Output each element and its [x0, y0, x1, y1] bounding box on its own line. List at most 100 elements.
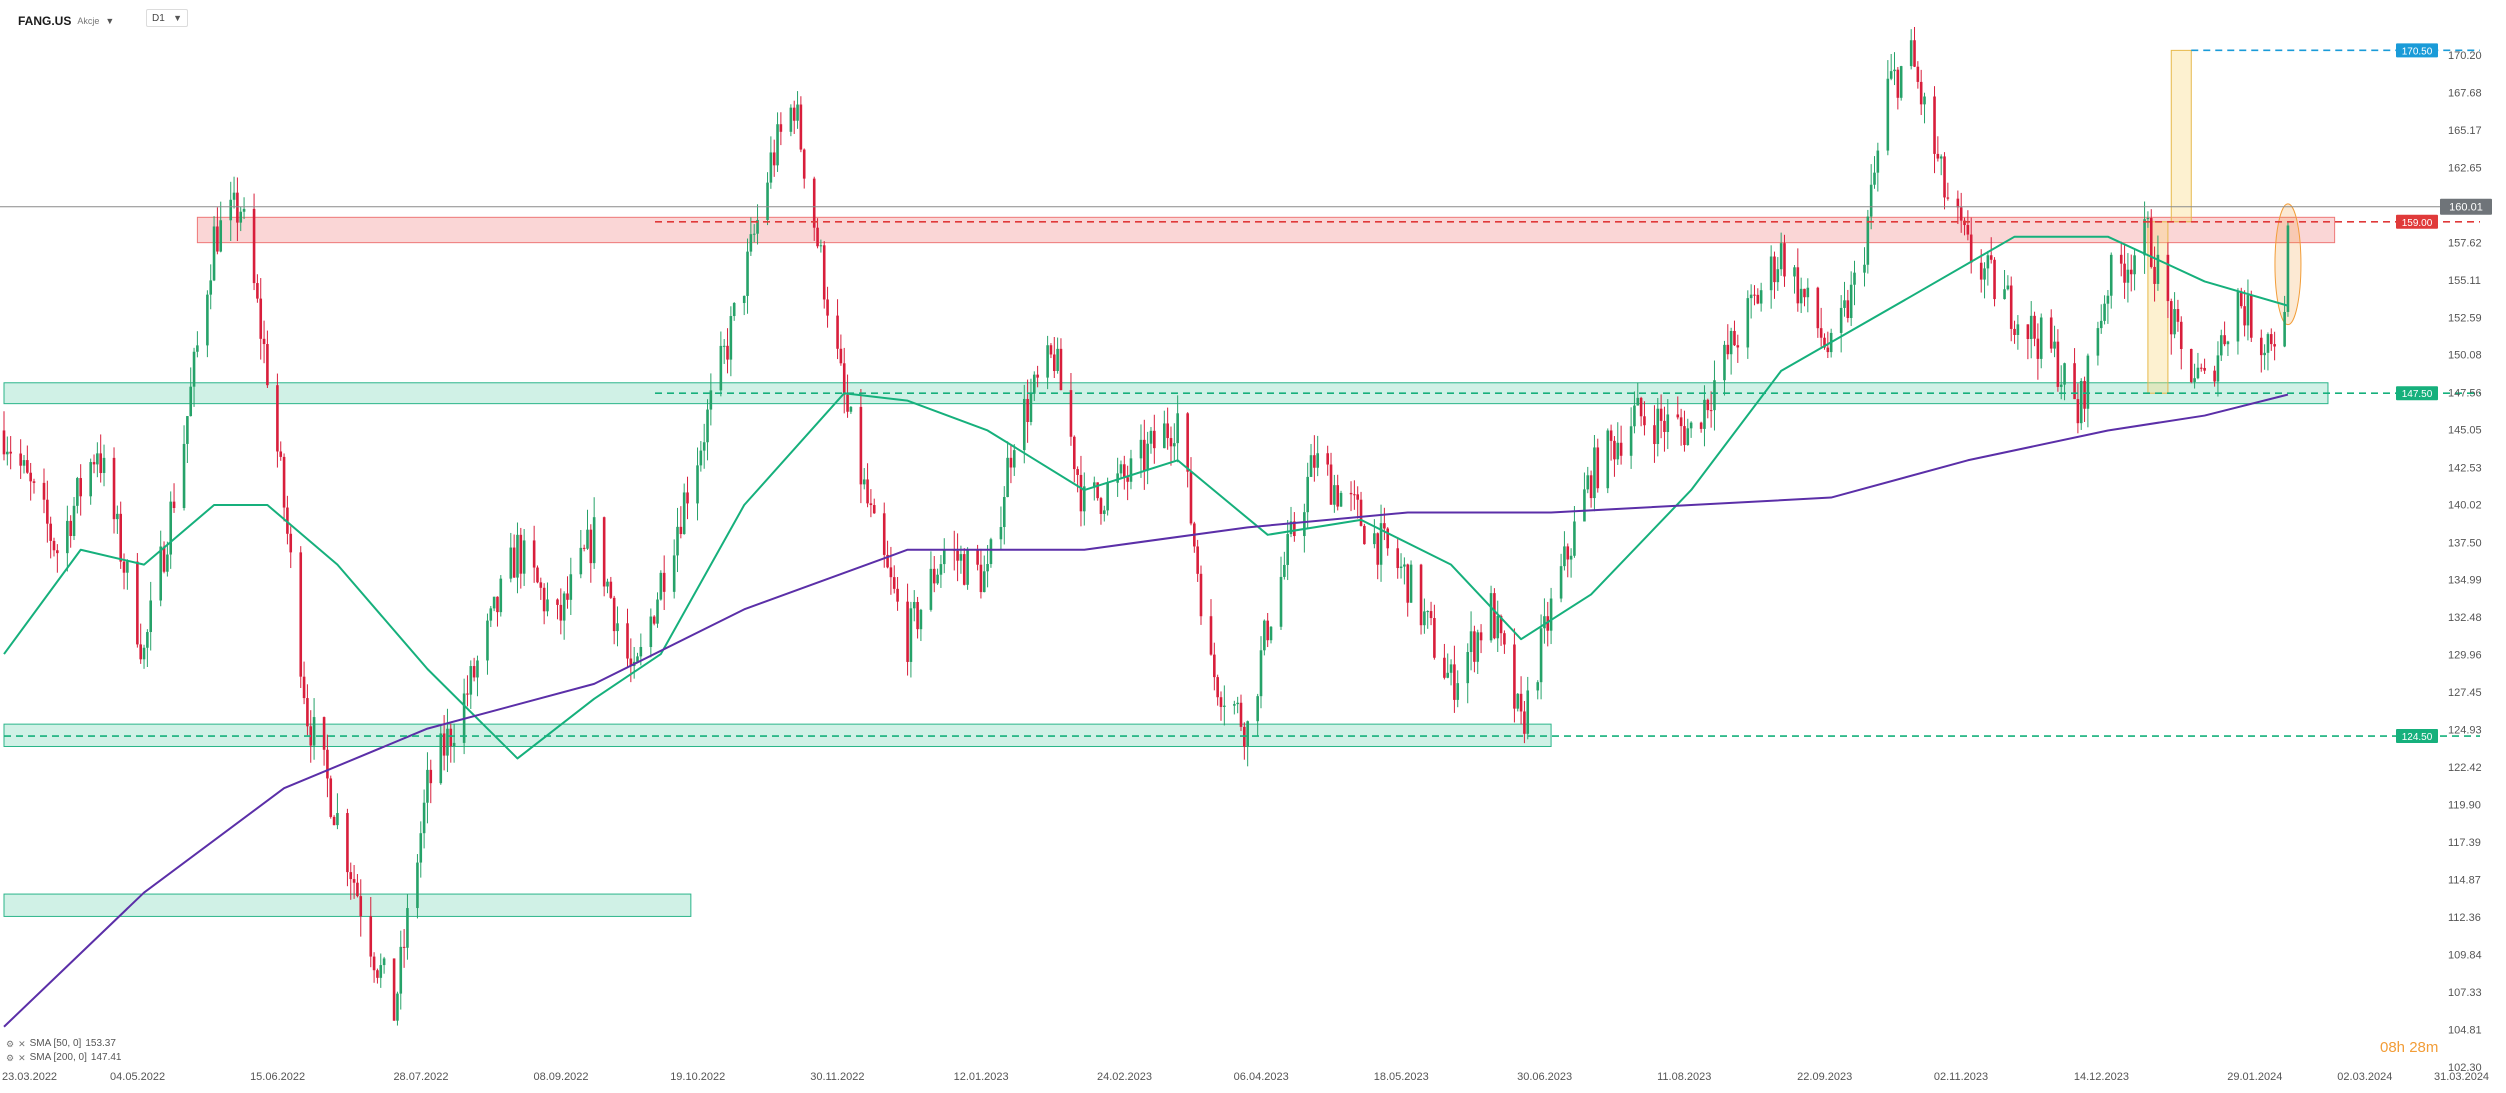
- y-tick-label: 119.90: [2448, 800, 2481, 812]
- x-tick-label: 30.06.2023: [1517, 1071, 1572, 1083]
- bear-candle: [172, 501, 176, 509]
- bull-candle: [1223, 705, 1226, 707]
- bear-candle: [279, 451, 283, 457]
- level-label: 147.50: [2402, 389, 2433, 400]
- bear-candle: [322, 717, 326, 750]
- symbol-header: FANG.US Akcje ▼: [18, 10, 114, 32]
- bear-candle: [2259, 337, 2263, 356]
- bear-candle: [1429, 611, 1433, 619]
- bear-candle: [49, 523, 52, 541]
- close-icon[interactable]: ✕: [18, 1053, 26, 1063]
- bull-candle: [742, 295, 746, 303]
- bear-candle: [1989, 255, 1993, 260]
- bear-candle: [2153, 266, 2156, 284]
- bear-candle: [512, 547, 516, 578]
- bull-candle: [446, 728, 449, 756]
- bear-candle: [332, 816, 336, 826]
- bear-candle: [1736, 345, 1740, 348]
- bull-candle: [1176, 413, 1179, 444]
- bull-candle: [1409, 564, 1413, 603]
- bull-candle: [1849, 284, 1853, 319]
- bear-candle: [1349, 492, 1353, 495]
- bear-candle: [536, 567, 539, 583]
- bull-candle: [1449, 664, 1453, 673]
- bear-candle: [1473, 631, 1476, 662]
- x-tick-label: 02.03.2024: [2337, 1071, 2392, 1083]
- bear-candle: [1726, 344, 1730, 355]
- bear-candle: [889, 567, 893, 578]
- bear-candle: [1406, 564, 1410, 603]
- bear-candle: [1503, 633, 1506, 645]
- bear-candle: [1979, 262, 1983, 280]
- bull-candle: [2059, 384, 2063, 387]
- symbol-dropdown-icon[interactable]: ▼: [105, 16, 115, 26]
- bear-candle: [826, 299, 829, 316]
- bull-candle: [166, 554, 169, 572]
- bull-candle: [849, 406, 853, 412]
- bull-candle: [1012, 450, 1016, 468]
- bull-candle: [1092, 482, 1096, 487]
- bear-candle: [1513, 644, 1516, 709]
- bear-candle: [46, 499, 49, 524]
- bull-candle: [1686, 428, 1690, 446]
- bear-candle: [359, 896, 363, 917]
- bull-candle: [1029, 393, 1033, 422]
- bull-candle: [1806, 287, 1810, 298]
- bull-candle: [2086, 355, 2090, 409]
- bull-candle: [182, 443, 186, 509]
- bear-candle: [2203, 367, 2206, 371]
- bull-candle: [1866, 216, 1870, 265]
- timeframe-select[interactable]: D1 ▼: [146, 9, 188, 27]
- bear-candle: [1803, 288, 1806, 298]
- bull-candle: [592, 517, 596, 564]
- bear-candle: [1609, 430, 1613, 441]
- settings-icon[interactable]: ⚙: [6, 1053, 15, 1063]
- bull-candle: [989, 539, 993, 565]
- bear-candle: [1419, 564, 1423, 626]
- bear-candle: [846, 394, 849, 412]
- bull-candle: [562, 593, 566, 621]
- bear-candle: [1643, 416, 1646, 426]
- bear-candle: [42, 482, 46, 500]
- x-tick-label: 11.08.2023: [1657, 1071, 1711, 1083]
- close-icon[interactable]: ✕: [18, 1039, 26, 1049]
- bull-candle: [2246, 295, 2250, 326]
- bear-candle: [1596, 447, 1600, 489]
- bear-candle: [1336, 485, 1339, 507]
- bull-candle: [1573, 521, 1576, 556]
- bear-candle: [779, 124, 783, 132]
- y-tick-label: 142.53: [2448, 462, 2482, 474]
- bear-candle: [1376, 533, 1380, 565]
- bull-candle: [2126, 269, 2130, 283]
- settings-icon[interactable]: ⚙: [6, 1039, 15, 1049]
- bear-candle: [2189, 348, 2193, 382]
- bull-candle: [752, 233, 756, 235]
- bull-candle: [1309, 455, 1313, 477]
- bear-candle: [2049, 317, 2053, 349]
- bear-candle: [429, 769, 433, 784]
- bear-candle: [1639, 397, 1643, 417]
- symbol-name[interactable]: FANG.US: [18, 14, 72, 28]
- bull-candle: [862, 479, 866, 485]
- legend-sma50[interactable]: ⚙ ✕ SMA [50, 0] 153.37: [6, 1037, 121, 1051]
- bull-candle: [982, 571, 986, 593]
- legend-sma200[interactable]: ⚙ ✕ SMA [200, 0] 147.41: [6, 1051, 121, 1065]
- bear-candle: [302, 676, 306, 699]
- bull-candle: [1749, 294, 1753, 299]
- bear-candle: [402, 946, 406, 948]
- bull-candle: [732, 302, 736, 317]
- bull-candle: [656, 599, 659, 624]
- bull-candle: [1569, 555, 1573, 560]
- bull-candle: [796, 104, 799, 121]
- bull-candle: [336, 813, 339, 826]
- bull-candle: [89, 462, 92, 497]
- bear-candle: [539, 582, 543, 588]
- bull-candle: [1536, 682, 1540, 691]
- bear-candle: [1026, 398, 1029, 422]
- bull-candle: [1316, 453, 1319, 468]
- bull-candle: [1446, 672, 1450, 678]
- bull-candle: [756, 219, 759, 234]
- x-tick-label: 04.05.2022: [110, 1071, 165, 1083]
- bear-candle: [976, 549, 979, 565]
